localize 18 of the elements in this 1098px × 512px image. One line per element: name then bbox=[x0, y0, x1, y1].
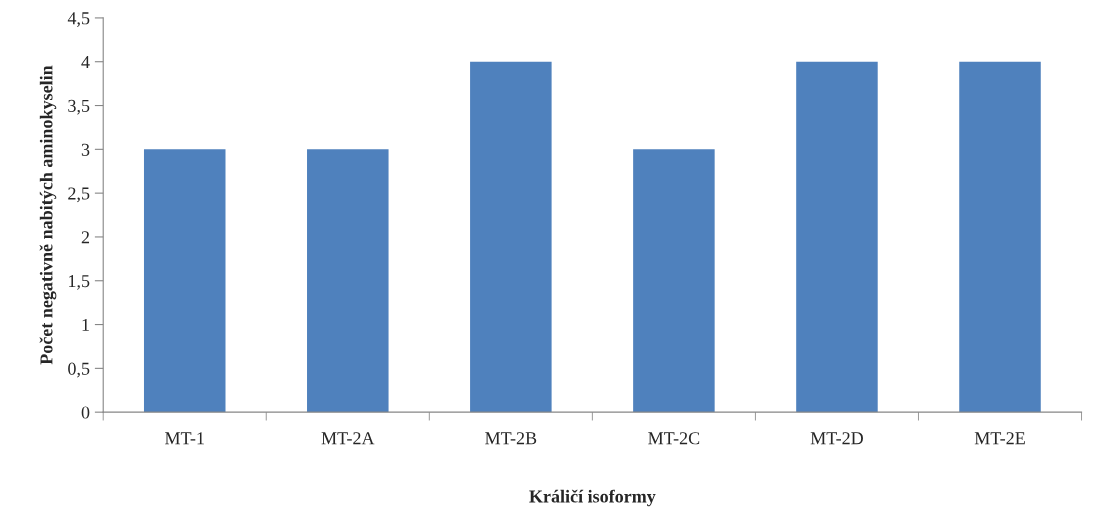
y-tick-label: 3,5 bbox=[68, 99, 90, 115]
y-tick-label: 0,5 bbox=[68, 362, 90, 378]
x-tick-label: MT-2B bbox=[485, 432, 537, 445]
x-axis-title: Králičí isoformy bbox=[529, 489, 656, 507]
x-tick-label: MT-1 bbox=[165, 432, 204, 445]
y-tick-label: 2,5 bbox=[68, 187, 90, 203]
x-tick-label: MT-2E bbox=[974, 432, 1025, 445]
y-tick-label: 0 bbox=[81, 406, 90, 419]
y-tick-label: 1,5 bbox=[69, 275, 90, 290]
y-tick-label: 3 bbox=[81, 143, 90, 156]
y-tick-label: 4,5 bbox=[67, 12, 90, 27]
y-tick-label: 2 bbox=[81, 231, 90, 244]
y-tick-label: 4 bbox=[81, 56, 90, 68]
y-tick-label: 1 bbox=[82, 318, 89, 331]
x-tick-label: MT-2C bbox=[648, 432, 700, 445]
x-tick-label: MT-2D bbox=[810, 432, 863, 445]
y-axis-title: Počet negativně nabitých aminokyselin bbox=[39, 65, 57, 365]
x-tick-label: MT-2A bbox=[321, 432, 375, 445]
